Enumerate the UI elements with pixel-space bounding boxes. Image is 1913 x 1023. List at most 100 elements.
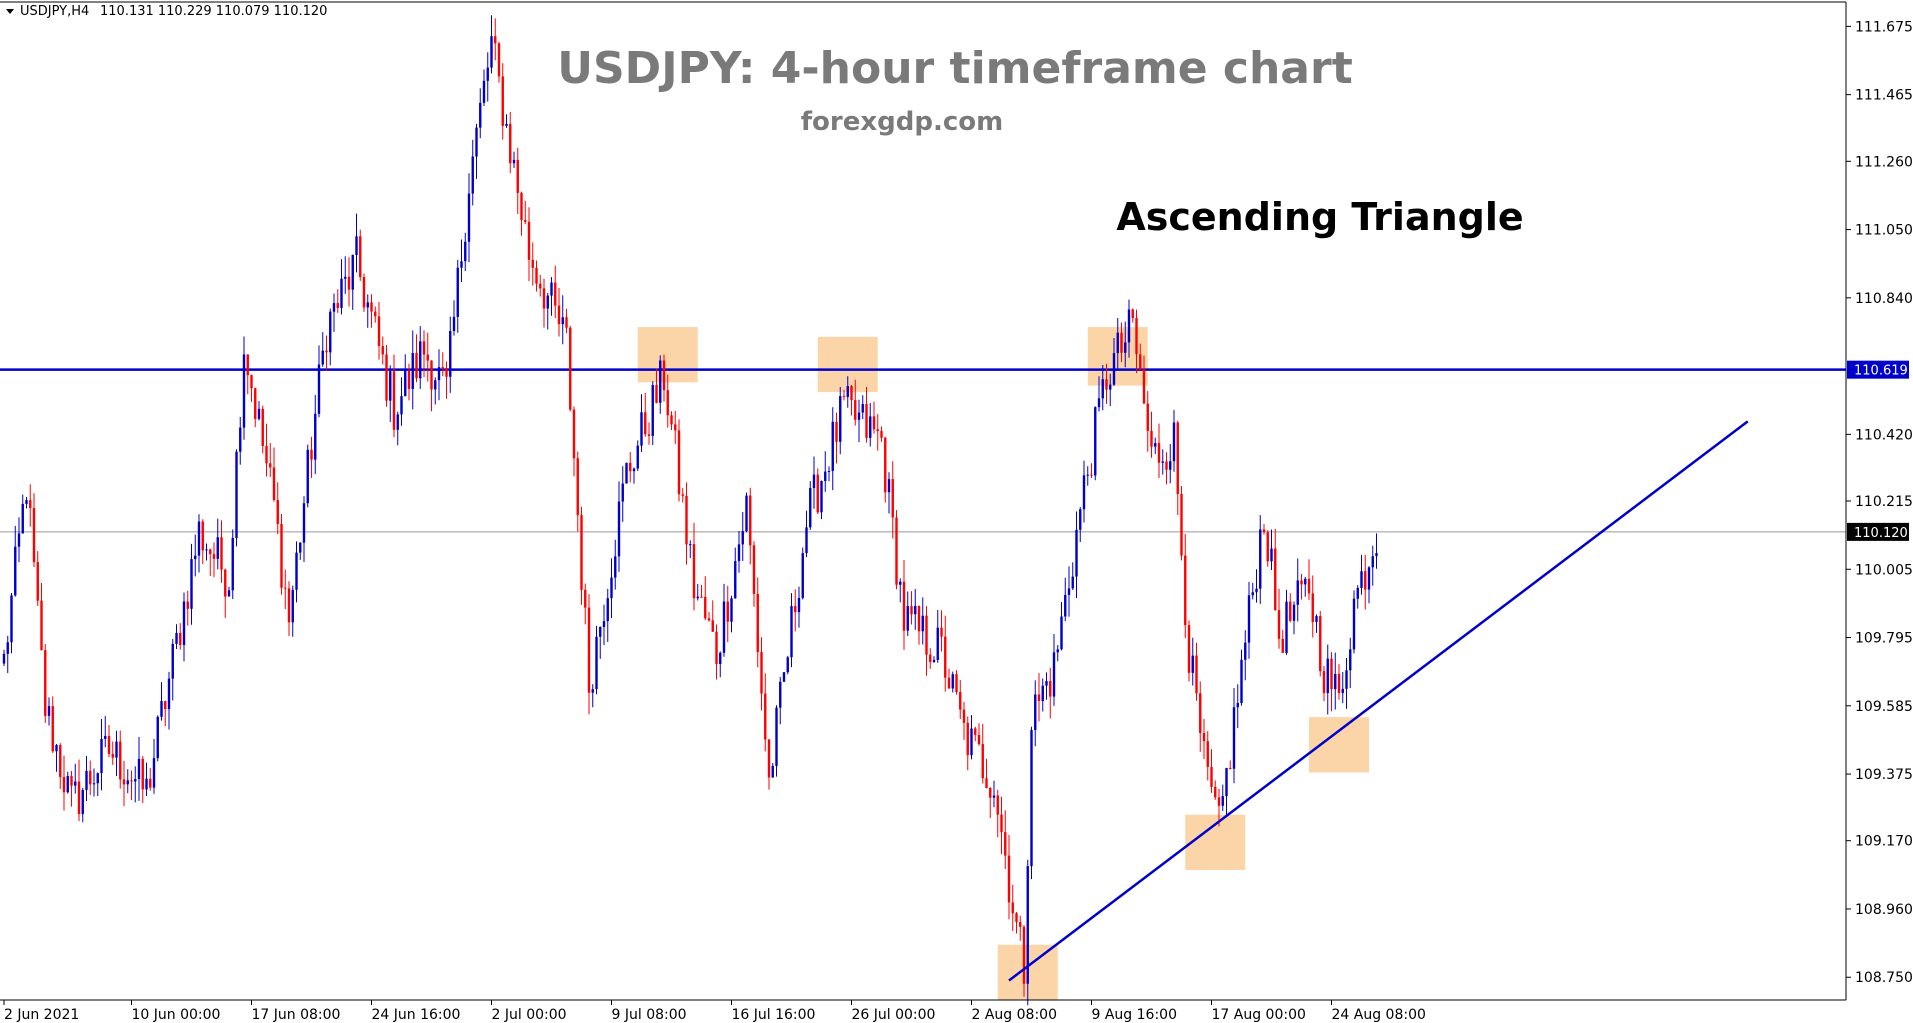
bull-candle (1360, 571, 1363, 588)
bear-candle (254, 388, 257, 419)
bear-candle (704, 596, 707, 619)
bull-candle (460, 261, 463, 268)
bear-candle (280, 523, 283, 588)
bear-candle (287, 588, 291, 623)
bear-candle (981, 744, 984, 779)
bear-candle (535, 267, 538, 284)
bear-candle (542, 288, 546, 309)
bull-candle (632, 468, 636, 472)
bull-candle (906, 606, 909, 631)
bear-candle (700, 596, 703, 598)
bear-candle (415, 353, 418, 379)
bull-candle (737, 544, 741, 562)
bull-candle (194, 555, 197, 560)
bear-candle (895, 517, 898, 585)
bear-candle (891, 479, 894, 518)
bear-candle (111, 753, 114, 758)
x-tick-label: 24 Jun 16:00 (372, 1007, 461, 1023)
bull-candle (820, 481, 823, 513)
bear-candle (925, 615, 928, 655)
bull-candle (899, 581, 902, 585)
bear-candle (670, 415, 673, 425)
bull-candle (6, 642, 9, 654)
bull-candle (396, 414, 399, 430)
bear-candle (186, 601, 189, 609)
bull-candle (1240, 659, 1243, 704)
bear-candle (842, 396, 846, 398)
bull-candle (696, 596, 699, 599)
bull-candle (805, 527, 808, 554)
bear-candle (441, 367, 444, 369)
bull-candle (1225, 767, 1228, 797)
bear-candle (1105, 379, 1108, 390)
bull-candle (340, 278, 343, 308)
bull-candle (400, 396, 403, 415)
bull-candle (1191, 655, 1194, 673)
bear-candle (276, 499, 279, 524)
bull-candle (1060, 616, 1063, 650)
y-tick-label: 109.375 (1855, 767, 1913, 783)
bull-candle (449, 331, 452, 377)
bull-candle (1375, 553, 1378, 557)
symbol-label: USDJPY,H4 (20, 4, 89, 19)
bull-candle (14, 546, 17, 596)
bear-candle (494, 36, 497, 44)
bull-candle (482, 80, 486, 103)
bear-candle (794, 606, 797, 613)
bear-candle (1229, 767, 1232, 769)
bull-candle (2, 653, 6, 664)
y-tick-label: 110.420 (1855, 427, 1913, 443)
bear-candle (584, 589, 587, 608)
bear-candle (910, 606, 913, 615)
bull-candle (231, 537, 234, 591)
chart-header[interactable]: USDJPY,H4 110.131 110.229 110.079 110.12… (6, 4, 327, 19)
bear-candle (587, 607, 591, 693)
bear-candle (1022, 926, 1026, 984)
bear-candle (644, 412, 647, 435)
bear-candle (261, 408, 264, 446)
bull-candle (205, 549, 208, 551)
bull-candle (126, 780, 129, 785)
bear-candle (347, 276, 351, 290)
bull-candle (797, 597, 801, 613)
bear-candle (1090, 474, 1093, 476)
bear-candle (130, 780, 133, 782)
bear-candle (1131, 309, 1134, 319)
bear-candle (250, 375, 253, 389)
bull-candle (1251, 592, 1254, 596)
y-tick-label: 108.960 (1855, 902, 1913, 918)
bull-candle (74, 781, 77, 786)
horizontal-lines (0, 368, 1846, 533)
dropdown-triangle-icon[interactable] (6, 9, 14, 14)
bear-candle (1195, 655, 1198, 694)
bull-candle (239, 427, 242, 452)
bear-candle (749, 495, 752, 546)
bull-candle (591, 689, 594, 693)
bear-candle (944, 636, 947, 678)
bull-candle (1045, 681, 1048, 686)
bear-candle (209, 549, 212, 555)
bull-candle (175, 632, 178, 644)
bear-candle (917, 605, 921, 632)
bull-candle (81, 789, 84, 815)
bull-candle (182, 601, 186, 645)
bear-candle (1330, 658, 1333, 690)
bear-candle (959, 692, 962, 710)
bull-candle (314, 413, 317, 460)
bull-candle (546, 295, 549, 309)
bull-candle (156, 716, 159, 759)
bear-candle (876, 429, 879, 432)
x-tick-label: 2 Aug 08:00 (972, 1007, 1058, 1023)
bull-candle (801, 553, 804, 598)
bull-candle (831, 421, 834, 471)
bull-candle (936, 627, 939, 660)
bull-candle (614, 556, 617, 578)
bull-candle (1112, 353, 1116, 385)
bull-candle (100, 738, 103, 774)
bull-candle (857, 412, 861, 420)
bear-candle (1004, 832, 1007, 856)
current-price-tag-label: 110.120 (1854, 526, 1908, 541)
bull-candle (411, 353, 414, 389)
bull-candle (1371, 556, 1374, 568)
bull-candle (512, 159, 516, 164)
